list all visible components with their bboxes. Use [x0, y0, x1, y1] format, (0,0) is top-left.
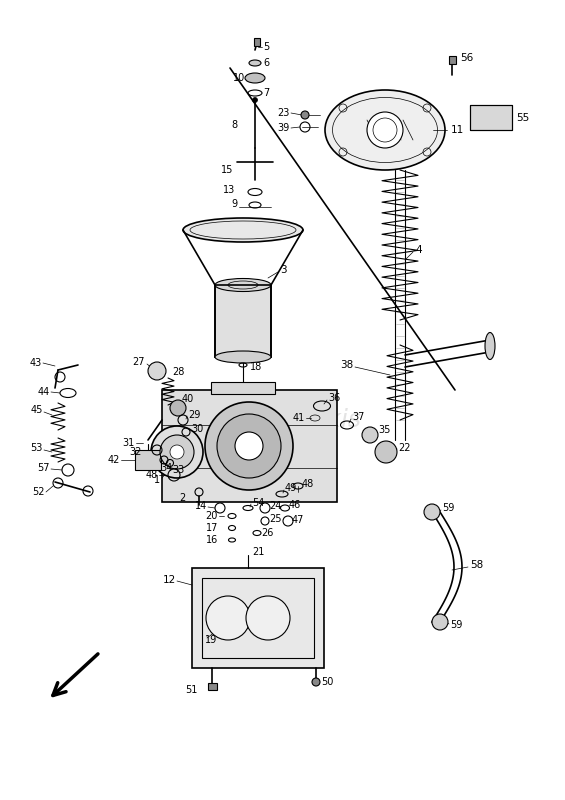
Circle shape: [253, 98, 258, 102]
Text: 50: 50: [321, 677, 333, 687]
Circle shape: [424, 504, 440, 520]
Text: 57: 57: [37, 463, 50, 473]
Text: 37: 37: [352, 412, 364, 422]
Text: 22: 22: [398, 443, 411, 453]
Circle shape: [170, 400, 186, 416]
Bar: [449, 56, 456, 64]
Text: 1: 1: [154, 475, 160, 485]
Ellipse shape: [325, 90, 445, 170]
Text: 8: 8: [231, 120, 237, 130]
Text: 31: 31: [123, 438, 135, 448]
Text: 16: 16: [206, 535, 218, 545]
Circle shape: [375, 441, 397, 463]
Circle shape: [362, 427, 378, 443]
Text: 33: 33: [172, 465, 184, 475]
Text: 17: 17: [206, 523, 218, 533]
Text: 6: 6: [263, 58, 269, 68]
Text: 23: 23: [277, 108, 290, 118]
Text: 28: 28: [172, 367, 184, 377]
Bar: [470, 105, 512, 130]
Circle shape: [301, 111, 309, 119]
Text: 54: 54: [252, 498, 264, 508]
Text: 55: 55: [516, 113, 529, 123]
Text: 2: 2: [179, 493, 185, 503]
Text: 58: 58: [470, 560, 483, 570]
Text: 46: 46: [289, 500, 301, 510]
Text: 52: 52: [33, 487, 45, 497]
Text: 14: 14: [195, 501, 207, 511]
Text: 29: 29: [188, 410, 201, 420]
Bar: [215, 285, 271, 357]
Text: 41: 41: [293, 413, 305, 423]
Text: 48: 48: [302, 479, 314, 489]
Text: motobikis: motobikis: [239, 408, 361, 432]
Text: 13: 13: [223, 185, 235, 195]
Bar: [192, 568, 324, 668]
Ellipse shape: [215, 351, 271, 363]
Text: 11: 11: [451, 125, 464, 135]
Text: 5: 5: [263, 42, 270, 52]
Ellipse shape: [183, 218, 303, 242]
Circle shape: [312, 678, 320, 686]
Text: 59: 59: [450, 620, 462, 630]
Text: 47: 47: [292, 515, 305, 525]
Text: 3: 3: [280, 265, 286, 275]
Text: 32: 32: [129, 447, 142, 457]
Text: 10: 10: [233, 73, 245, 83]
Bar: [211, 382, 275, 394]
Text: 51: 51: [186, 685, 198, 695]
Bar: [162, 390, 337, 502]
Bar: [135, 450, 161, 470]
Text: 30: 30: [191, 424, 203, 434]
Text: 56: 56: [460, 53, 473, 63]
Text: 42: 42: [107, 455, 120, 465]
Text: 4: 4: [415, 245, 421, 255]
Text: 18: 18: [250, 362, 262, 372]
Text: 15: 15: [220, 165, 233, 175]
Text: 40: 40: [182, 394, 194, 404]
Circle shape: [151, 426, 203, 478]
Ellipse shape: [485, 333, 495, 359]
Text: 7: 7: [263, 88, 270, 98]
Bar: [215, 285, 271, 357]
Text: 34: 34: [160, 463, 172, 473]
Circle shape: [432, 614, 448, 630]
Text: 59: 59: [442, 503, 454, 513]
Circle shape: [206, 596, 250, 640]
Text: 38: 38: [340, 360, 353, 370]
Text: 24: 24: [269, 501, 281, 511]
Ellipse shape: [215, 278, 271, 291]
Text: 48: 48: [146, 470, 158, 480]
Text: 26: 26: [261, 528, 273, 538]
Text: 44: 44: [38, 387, 50, 397]
Text: 36: 36: [328, 393, 340, 403]
Text: 35: 35: [378, 425, 390, 435]
Text: 9: 9: [231, 199, 237, 209]
Bar: [202, 578, 314, 658]
Ellipse shape: [245, 73, 265, 83]
Ellipse shape: [249, 60, 261, 66]
Text: 27: 27: [133, 357, 145, 367]
Text: 49: 49: [285, 483, 297, 493]
Circle shape: [235, 432, 263, 460]
Circle shape: [160, 435, 194, 469]
Bar: [470, 105, 512, 130]
Text: 20: 20: [206, 511, 218, 521]
Text: 25: 25: [269, 514, 281, 524]
Text: 19: 19: [205, 635, 218, 645]
Circle shape: [170, 445, 184, 459]
Text: 12: 12: [163, 575, 176, 585]
Circle shape: [246, 596, 290, 640]
Circle shape: [367, 112, 403, 148]
Text: 53: 53: [31, 443, 43, 453]
Text: 43: 43: [30, 358, 42, 368]
Bar: [208, 683, 217, 690]
Circle shape: [217, 414, 281, 478]
Text: 39: 39: [278, 123, 290, 133]
Text: 21: 21: [252, 547, 264, 557]
Circle shape: [205, 402, 293, 490]
Text: 45: 45: [31, 405, 43, 415]
Bar: [254, 38, 260, 46]
Circle shape: [148, 362, 166, 380]
